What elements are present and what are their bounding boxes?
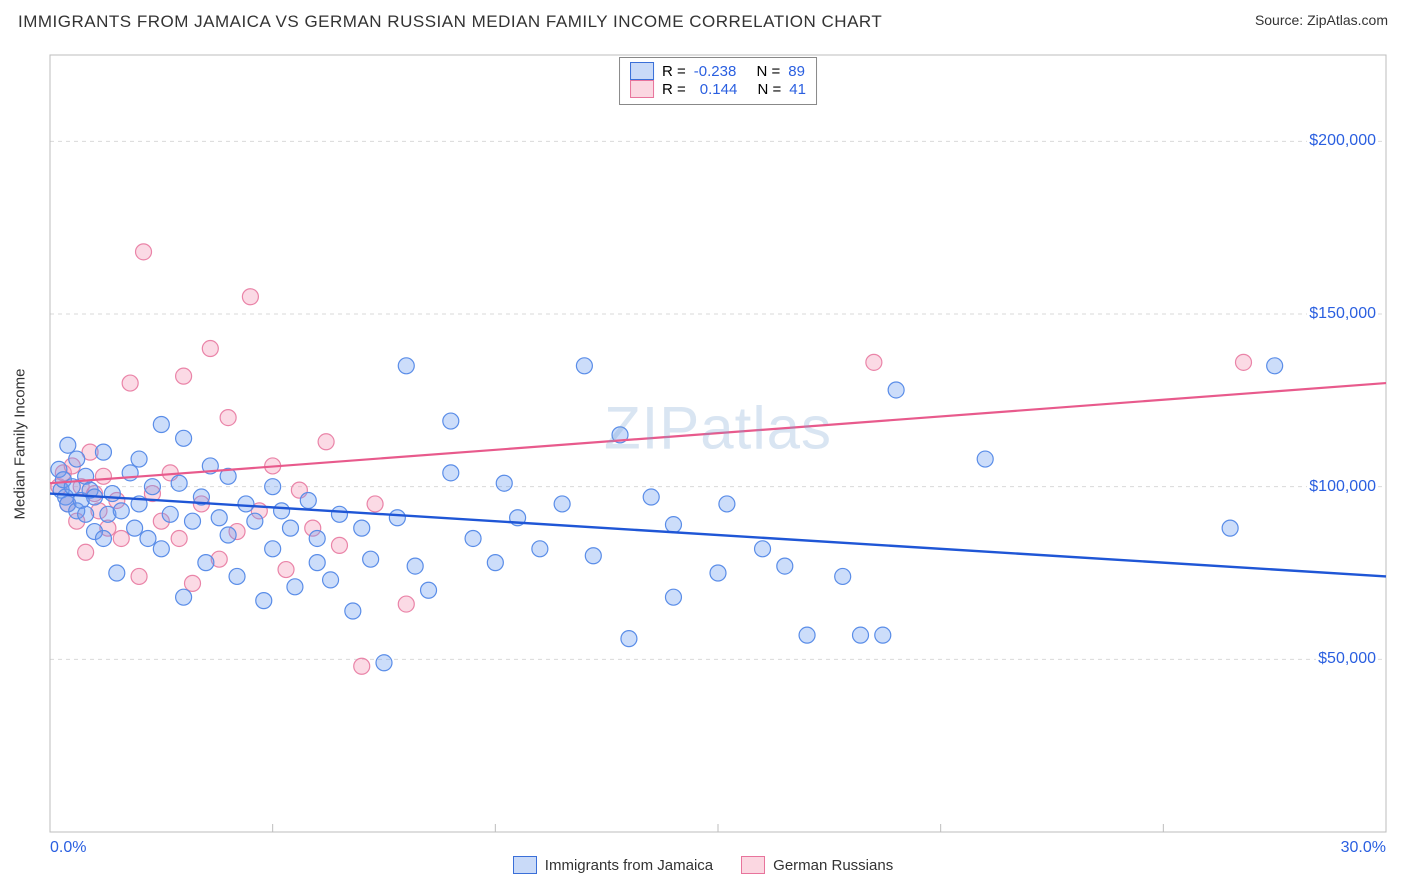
y-tick-label: $100,000 [1307, 478, 1378, 496]
chart-area: Median Family Income ZIPatlas R = -0.238… [50, 55, 1386, 832]
x-tick-label: 0.0% [50, 839, 86, 857]
legend-label-blue: Immigrants from Jamaica [545, 857, 713, 874]
legend-label-pink: German Russians [773, 857, 893, 874]
y-tick-label: $50,000 [1316, 650, 1378, 668]
y-axis-label: Median Family Income [12, 368, 29, 519]
source-label: Source: ZipAtlas.com [1255, 12, 1388, 28]
scatter-plot [50, 55, 1386, 832]
page-title: IMMIGRANTS FROM JAMAICA VS GERMAN RUSSIA… [18, 12, 882, 32]
n-value-blue: 89 [788, 63, 805, 80]
r-value-blue: -0.238 [694, 63, 737, 80]
swatch-pink-icon [741, 856, 765, 874]
y-tick-label: $150,000 [1307, 305, 1378, 323]
swatch-pink-icon [630, 80, 654, 98]
swatch-blue-icon [513, 856, 537, 874]
n-value-pink: 41 [789, 81, 806, 98]
x-tick-label: 30.0% [1341, 839, 1386, 857]
r-label: R = [662, 81, 686, 98]
stats-row-blue: R = -0.238 N = 89 [630, 62, 806, 80]
r-label: R = [662, 63, 686, 80]
legend-item-pink: German Russians [741, 856, 893, 874]
stats-legend-box: R = -0.238 N = 89 R = 0.144 N = 41 [619, 57, 817, 105]
n-label: N = [757, 63, 781, 80]
n-label: N = [758, 81, 782, 98]
bottom-legend: Immigrants from Jamaica German Russians [0, 856, 1406, 874]
legend-item-blue: Immigrants from Jamaica [513, 856, 713, 874]
stats-row-pink: R = 0.144 N = 41 [630, 80, 806, 98]
swatch-blue-icon [630, 62, 654, 80]
r-value-pink: 0.144 [700, 81, 738, 98]
y-tick-label: $200,000 [1307, 132, 1378, 150]
